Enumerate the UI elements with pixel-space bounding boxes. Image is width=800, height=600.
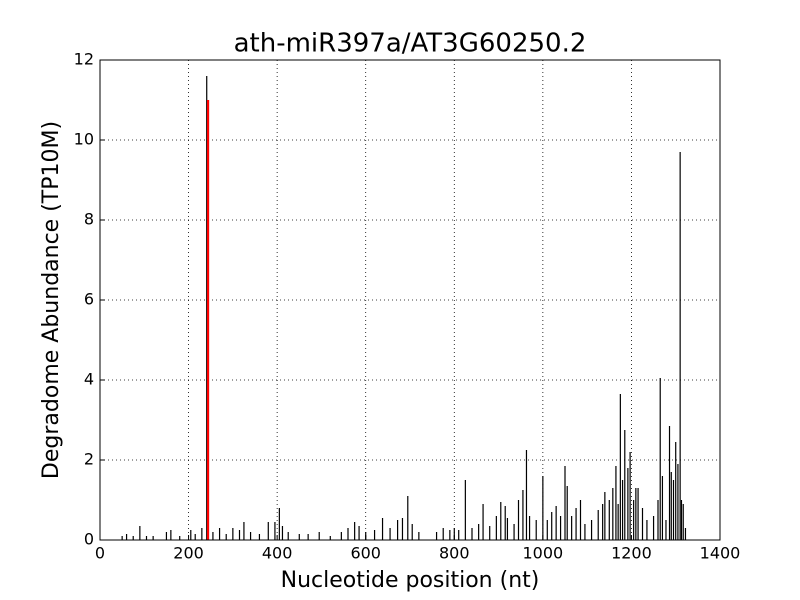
x-tick-label: 200: [173, 544, 204, 563]
y-tick-label: 0: [84, 530, 94, 549]
x-tick-label: 600: [350, 544, 381, 563]
y-tick-label: 12: [74, 50, 94, 69]
x-tick-label: 0: [95, 544, 105, 563]
x-tick-label: 1200: [611, 544, 652, 563]
x-tick-label: 400: [262, 544, 293, 563]
y-tick-label: 6: [84, 290, 94, 309]
chart-title: ath-miR397a/AT3G60250.2: [234, 29, 587, 59]
x-tick-label: 800: [439, 544, 470, 563]
y-tick-label: 4: [84, 370, 94, 389]
y-tick-label: 8: [84, 210, 94, 229]
x-tick-label: 1400: [700, 544, 741, 563]
y-axis-label: Degradome Abundance (TP10M): [39, 121, 64, 479]
x-axis-label: Nucleotide position (nt): [281, 568, 540, 593]
x-tick-label: 1000: [522, 544, 563, 563]
y-tick-label: 10: [74, 130, 94, 149]
y-tick-label: 2: [84, 450, 94, 469]
